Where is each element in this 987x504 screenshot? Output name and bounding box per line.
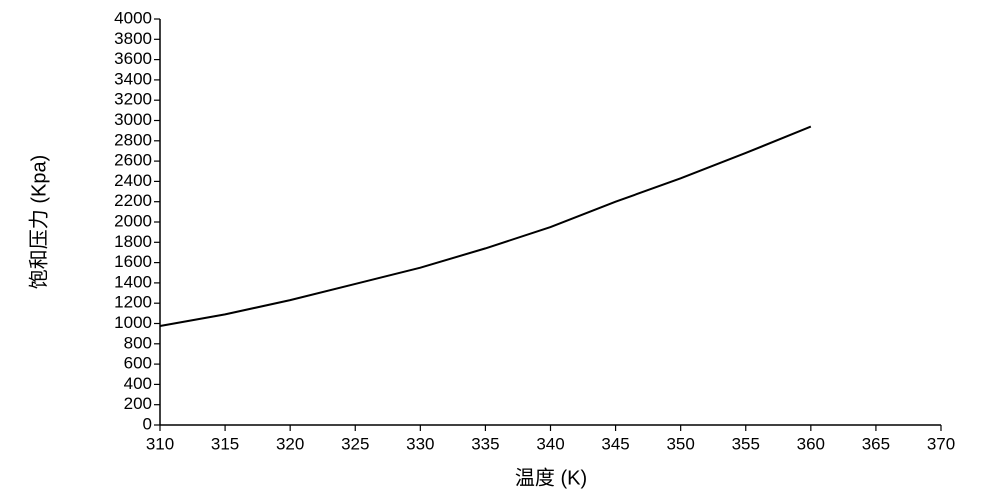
y-tick-label: 2000 [114, 211, 152, 230]
x-tick-label: 320 [276, 434, 304, 453]
y-tick-label: 1600 [114, 252, 152, 271]
x-tick-label: 310 [146, 434, 174, 453]
y-tick-label: 2400 [114, 171, 152, 190]
y-tick-label: 800 [124, 333, 152, 352]
y-tick-label: 1400 [114, 272, 152, 291]
x-tick-label: 370 [927, 434, 955, 453]
y-tick-label: 3000 [114, 110, 152, 129]
y-axis-label: 饱和压力 (Kpa) [27, 155, 50, 289]
x-tick-label: 340 [536, 434, 564, 453]
x-tick-label: 315 [211, 434, 239, 453]
x-tick-label: 335 [471, 434, 499, 453]
y-tick-label: 200 [124, 394, 152, 413]
x-tick-label: 325 [341, 434, 369, 453]
y-tick-label: 2200 [114, 191, 152, 210]
x-axis-label: 温度 (K) [515, 466, 587, 489]
y-tick-label: 600 [124, 354, 152, 373]
y-tick-label: 1800 [114, 232, 152, 251]
y-tick-label: 1200 [114, 293, 152, 312]
x-tick-label: 355 [732, 434, 760, 453]
y-tick-label: 2800 [114, 130, 152, 149]
y-tick-label: 4000 [114, 8, 152, 27]
x-tick-label: 330 [406, 434, 434, 453]
y-tick-label: 0 [143, 414, 152, 433]
y-tick-label: 3400 [114, 69, 152, 88]
y-tick-label: 1000 [114, 313, 152, 332]
y-tick-label: 400 [124, 374, 152, 393]
x-tick-label: 345 [601, 434, 629, 453]
x-tick-label: 365 [862, 434, 890, 453]
y-tick-label: 3600 [114, 49, 152, 68]
x-tick-label: 360 [797, 434, 825, 453]
line [159, 125, 812, 328]
y-tick-label: 3800 [114, 29, 152, 48]
x-tick-label: 350 [666, 434, 694, 453]
y-tick-label: 3200 [114, 90, 152, 109]
y-tick-label: 2600 [114, 151, 152, 170]
